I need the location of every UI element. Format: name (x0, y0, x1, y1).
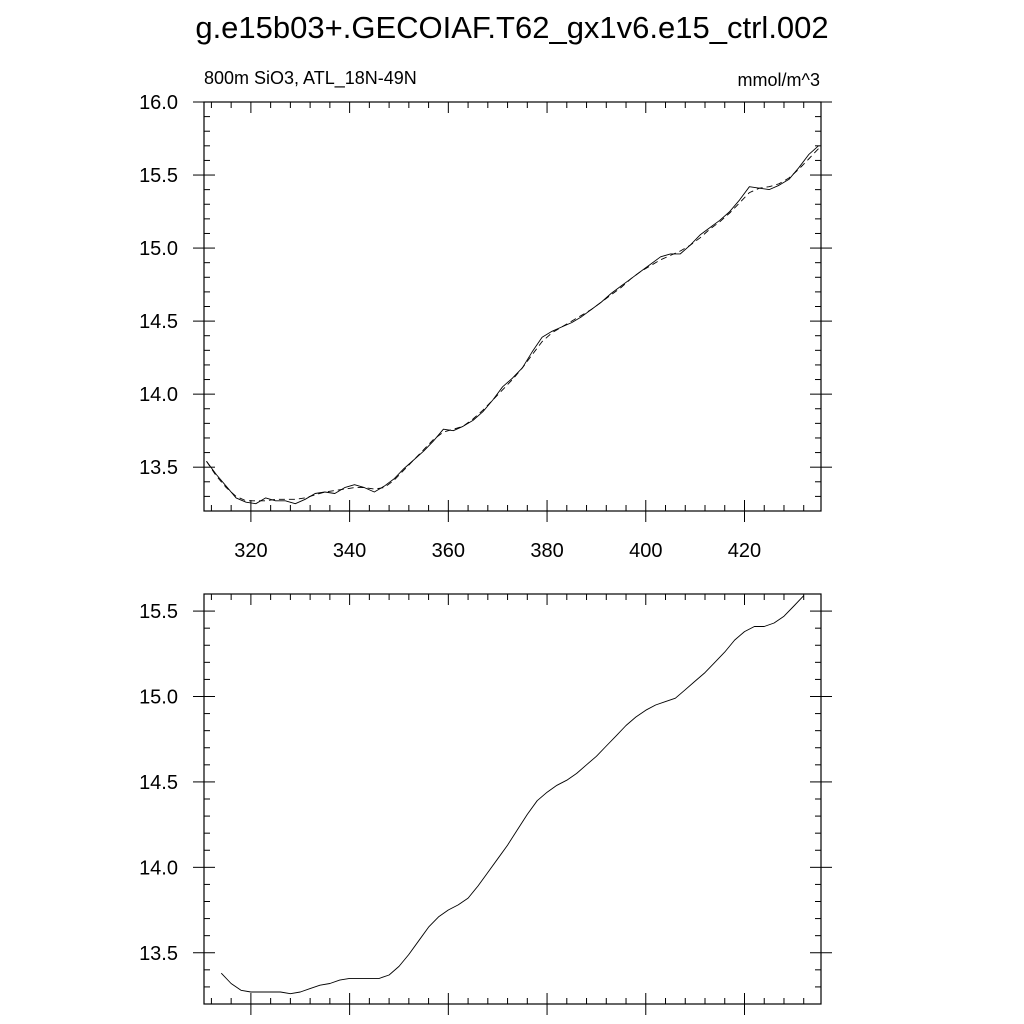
y-tick-label: 14.5 (139, 772, 178, 794)
y-tick-label: 14.5 (139, 311, 178, 333)
series-line-solid (206, 145, 819, 505)
y-tick-label: 16.0 (139, 92, 178, 114)
y-tick-label: 13.5 (139, 457, 178, 479)
chart-main-title: g.e15b03+.GECOIAF.T62_gx1v6.e15_ctrl.002 (195, 10, 828, 45)
y-tick-label: 13.5 (139, 943, 178, 965)
series-line-dashed (206, 148, 819, 502)
x-tick-label: 400 (629, 540, 662, 562)
panel-1-unit-label: mmol/m^3 (738, 70, 820, 90)
x-tick-label: 340 (333, 540, 366, 562)
plot-frame (203, 593, 822, 1005)
series-line-solid (220, 595, 805, 995)
y-tick-label: 15.5 (139, 601, 178, 623)
y-tick-label: 14.0 (139, 384, 178, 406)
panel-2: 13.5 14.0 14.5 15.0 15.5 (139, 593, 832, 1015)
panel-1-left-label: 800m SiO3, ATL_18N-49N (204, 68, 417, 89)
y-tick-label: 15.0 (139, 238, 178, 260)
plot-frame (203, 101, 822, 512)
panel-1: 13.5 14.0 14.5 15.0 15.5 16.0 320 340 360 380 400 4… (139, 92, 832, 562)
x-tick-label: 320 (234, 540, 267, 562)
x-tick-label: 360 (432, 540, 465, 562)
x-tick-label: 420 (728, 540, 761, 562)
y-tick-label: 15.0 (139, 687, 178, 709)
x-tick-label: 380 (530, 540, 563, 562)
y-tick-label: 15.5 (139, 165, 178, 187)
y-tick-label: 14.0 (139, 857, 178, 879)
